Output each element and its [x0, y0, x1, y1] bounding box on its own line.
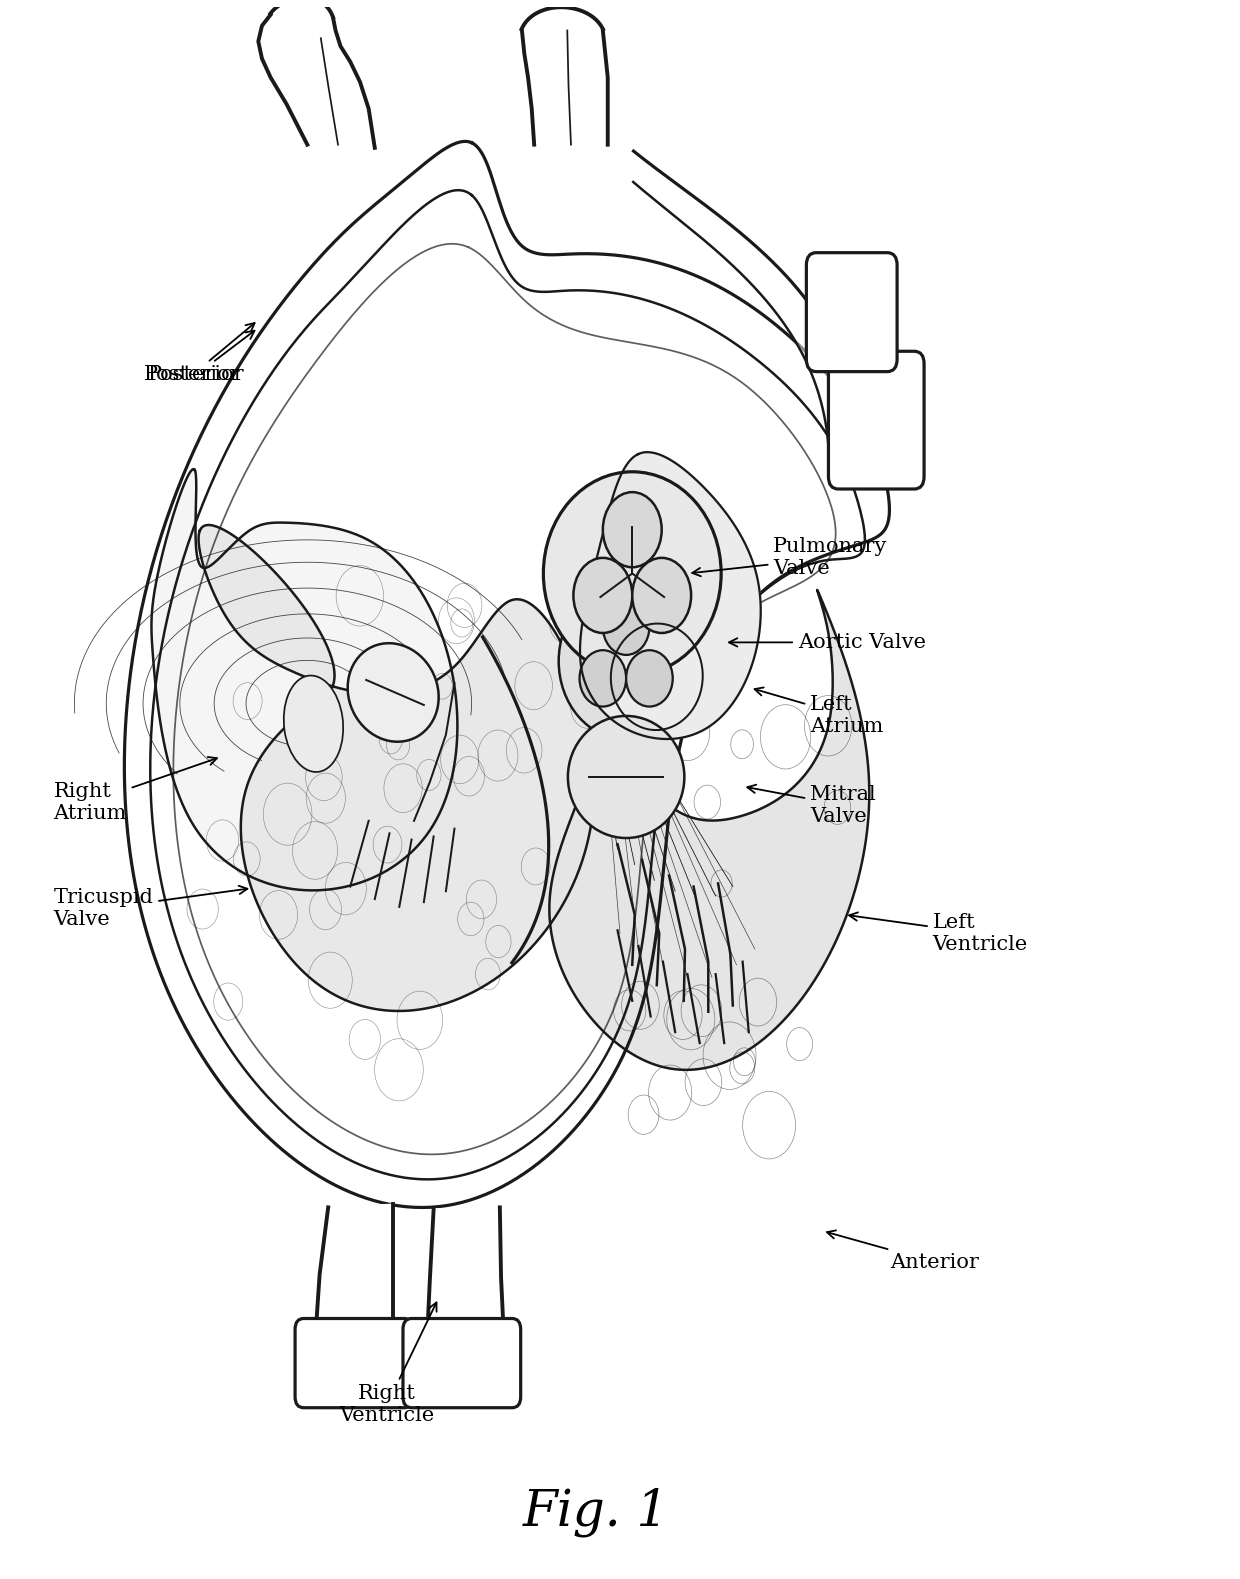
Ellipse shape — [632, 557, 691, 633]
Polygon shape — [549, 591, 869, 1071]
Ellipse shape — [284, 676, 343, 772]
Text: Right
Atrium: Right Atrium — [53, 756, 217, 823]
Polygon shape — [124, 142, 889, 1208]
Ellipse shape — [579, 651, 626, 706]
Polygon shape — [198, 524, 594, 1011]
Ellipse shape — [568, 715, 684, 838]
Ellipse shape — [347, 643, 439, 742]
Text: Right
Ventricle: Right Ventricle — [340, 1303, 436, 1426]
Text: Aortic Valve: Aortic Valve — [729, 633, 926, 652]
Text: Posterior: Posterior — [144, 324, 254, 384]
Polygon shape — [270, 14, 374, 148]
Text: Fig. 1: Fig. 1 — [522, 1487, 668, 1538]
Text: Tricuspid
Valve: Tricuspid Valve — [53, 886, 248, 928]
Polygon shape — [270, 0, 334, 17]
FancyBboxPatch shape — [403, 1318, 521, 1408]
Ellipse shape — [543, 472, 722, 676]
Text: Pulmonary
Valve: Pulmonary Valve — [692, 537, 888, 578]
Ellipse shape — [559, 583, 693, 739]
FancyBboxPatch shape — [828, 351, 924, 489]
Polygon shape — [580, 452, 761, 739]
Polygon shape — [151, 469, 458, 891]
FancyBboxPatch shape — [806, 253, 897, 371]
Polygon shape — [522, 8, 603, 30]
Polygon shape — [522, 30, 608, 145]
Ellipse shape — [626, 651, 673, 706]
Text: Left
Ventricle: Left Ventricle — [849, 913, 1028, 954]
Polygon shape — [428, 1208, 503, 1330]
Ellipse shape — [603, 598, 650, 655]
Text: Anterior: Anterior — [827, 1230, 978, 1271]
Text: Left
Atrium: Left Atrium — [755, 687, 883, 736]
Polygon shape — [316, 1205, 393, 1330]
Text: Posterior: Posterior — [148, 330, 254, 384]
Ellipse shape — [603, 493, 662, 567]
Text: Mitral
Valve: Mitral Valve — [748, 785, 875, 826]
FancyBboxPatch shape — [295, 1318, 413, 1408]
Ellipse shape — [573, 557, 632, 633]
